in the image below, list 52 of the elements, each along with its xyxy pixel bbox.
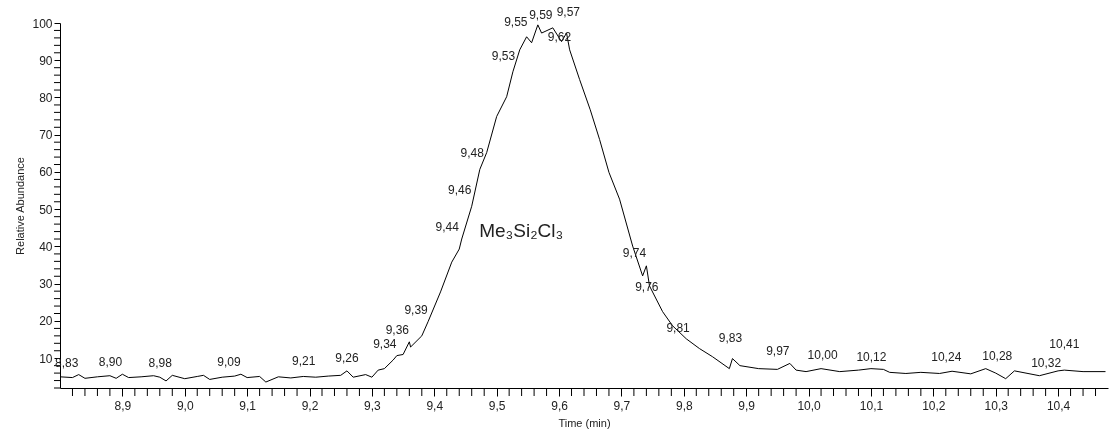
annotation: 9,34 <box>373 336 397 351</box>
annotation: 10,24 <box>931 349 962 364</box>
annotation: 8,98 <box>148 356 173 371</box>
y-tick-label: 70 <box>39 128 53 143</box>
annotation: 9,44 <box>435 220 460 235</box>
x-tick-label: 9,7 <box>613 398 631 413</box>
annotation: 9,21 <box>292 354 316 369</box>
annotation: 9,39 <box>404 302 429 317</box>
y-tick-label: 60 <box>39 165 53 180</box>
x-tick-label: 9,1 <box>239 398 257 413</box>
annotation: 10,28 <box>982 348 1013 363</box>
annotation: 9,83 <box>718 330 743 345</box>
x-tick-label: 10,0 <box>797 398 822 413</box>
x-tick-label: 10,4 <box>1046 398 1071 413</box>
annotation: 10,41 <box>1049 337 1080 352</box>
y-tick-label: 90 <box>39 53 53 68</box>
y-tick-label: 10 <box>39 351 53 366</box>
x-tick-label: 8,9 <box>114 398 132 413</box>
x-tick-label: 10,3 <box>984 398 1009 413</box>
y-axis-title: Relative Abundance <box>14 157 27 255</box>
x-tick-label: 9,6 <box>551 398 569 413</box>
annotation: 9,57 <box>556 4 581 19</box>
y-tick-label: 40 <box>39 239 53 254</box>
x-tick-label: 9,9 <box>738 398 756 413</box>
x-tick-label: 9,2 <box>301 398 319 413</box>
annotation: 9,59 <box>529 7 553 22</box>
annotation: 10,32 <box>1031 356 1062 371</box>
x-axis-title: Time (min) <box>558 416 611 429</box>
annotation: Me₃Si₂Cl₃ <box>479 220 564 242</box>
annotation: 9,46 <box>448 182 472 197</box>
annotation: 9,55 <box>504 15 528 30</box>
annotation: 10,12 <box>856 350 887 365</box>
x-tick-label: 9,5 <box>488 398 506 413</box>
annotation: 8,90 <box>98 355 123 370</box>
x-tick-label: 9,3 <box>364 398 382 413</box>
x-tick-label: 10,2 <box>922 398 946 413</box>
annotation: 9,53 <box>491 48 516 63</box>
y-tick-label: 50 <box>39 202 53 217</box>
y-tick-label: 100 <box>32 16 53 31</box>
x-tick-label: 10,1 <box>859 398 884 413</box>
x-tick-label: 9,8 <box>675 398 693 413</box>
y-tick-label: 80 <box>39 90 53 105</box>
annotation: 9,26 <box>335 350 359 365</box>
y-tick-label: 20 <box>39 314 53 329</box>
annotation: 9,48 <box>460 145 485 160</box>
annotation: 9,36 <box>385 322 410 337</box>
annotation: 9,09 <box>217 355 241 370</box>
annotation: 9,97 <box>766 344 790 359</box>
x-tick-label: 9,4 <box>426 398 444 413</box>
x-tick-label: 9,0 <box>176 398 194 413</box>
y-tick-label: 30 <box>39 277 53 292</box>
annotation: 10,00 <box>807 347 838 362</box>
